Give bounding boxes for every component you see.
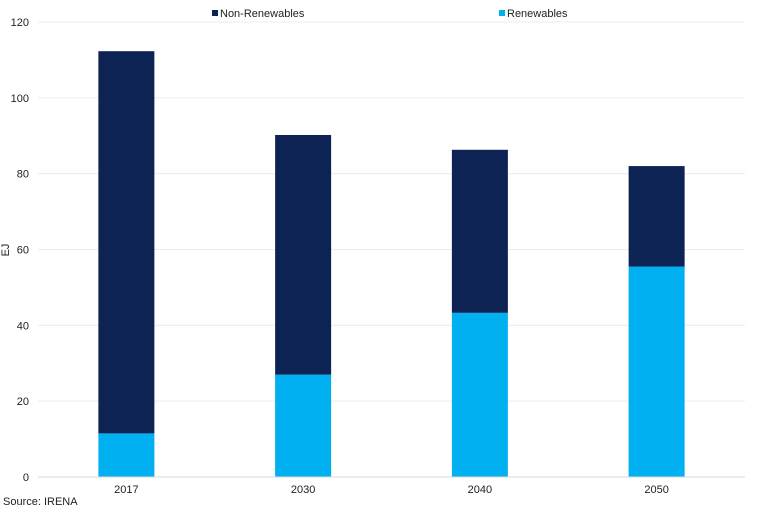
y-tick-label: 100	[11, 93, 29, 105]
bar-non-renewables-2050	[628, 166, 685, 267]
bars	[98, 51, 685, 477]
legend-swatch-non-renewables	[212, 10, 218, 16]
gridlines	[38, 21, 745, 402]
y-tick-label: 80	[17, 169, 29, 181]
bar-non-renewables-2040	[451, 149, 508, 313]
legend-label-renewables: Renewables	[507, 8, 568, 20]
source-note: Source: IRENA	[3, 496, 78, 508]
bar-non-renewables-2017	[98, 51, 155, 434]
y-tick-label: 120	[11, 17, 29, 29]
x-tick-label: 2030	[291, 484, 315, 496]
bar-renewables-2040	[451, 312, 508, 477]
y-axis-ticks: 0 20 40 60 80 100 120	[11, 17, 29, 484]
y-tick-label: 0	[23, 472, 29, 484]
x-axis-ticks: 2017 2030 2040 2050	[114, 484, 669, 496]
y-axis-label: EJ	[0, 244, 12, 257]
legend: Non-Renewables Renewables	[212, 8, 568, 20]
y-tick-label: 20	[17, 396, 29, 408]
y-tick-label: 60	[17, 245, 29, 257]
bar-non-renewables-2030	[275, 134, 332, 375]
bar-renewables-2030	[275, 374, 332, 477]
x-tick-label: 2050	[644, 484, 668, 496]
legend-swatch-renewables	[499, 10, 505, 16]
y-tick-label: 40	[17, 320, 29, 332]
bar-renewables-2017	[98, 433, 155, 477]
bar-renewables-2050	[628, 266, 685, 477]
legend-label-non-renewables: Non-Renewables	[220, 8, 305, 20]
x-tick-label: 2040	[468, 484, 492, 496]
x-tick-label: 2017	[114, 484, 138, 496]
